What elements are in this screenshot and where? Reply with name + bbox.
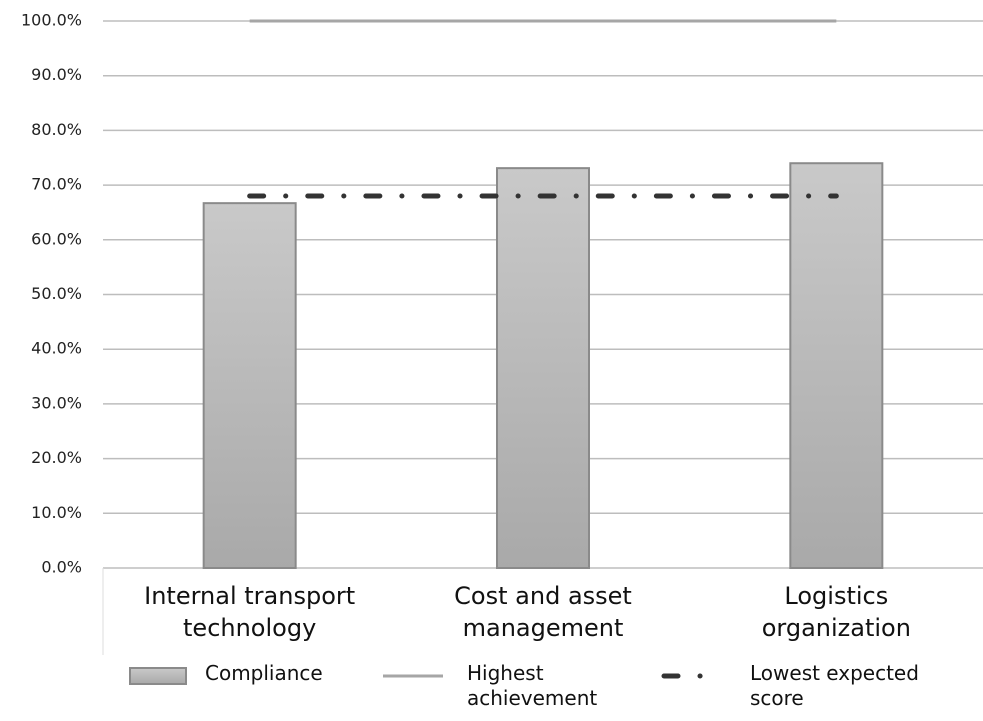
- legend-label: Lowest expected score: [750, 661, 919, 710]
- y-tick-label: 50.0%: [31, 284, 82, 303]
- legend-label: Compliance: [205, 661, 323, 685]
- y-tick-label: 20.0%: [31, 448, 82, 467]
- y-tick-label: 70.0%: [31, 175, 82, 194]
- bar: [496, 167, 590, 569]
- y-tick-label: 60.0%: [31, 229, 82, 248]
- legend-label: Highest achievement: [467, 661, 598, 710]
- x-tick-label: Internal transport technology: [144, 582, 356, 642]
- bar: [202, 202, 297, 569]
- bar: [789, 162, 884, 569]
- y-tick-label: 10.0%: [31, 503, 82, 522]
- x-tick-label: Cost and asset management: [454, 582, 632, 642]
- y-tick-label: 100.0%: [21, 11, 82, 30]
- y-tick-label: 90.0%: [31, 65, 82, 84]
- y-tick-label: 40.0%: [31, 339, 82, 358]
- y-tick-label: 0.0%: [41, 558, 82, 577]
- x-tick-label: Logistics organization: [761, 582, 911, 642]
- y-tick-label: 80.0%: [31, 120, 82, 139]
- y-tick-label: 30.0%: [31, 393, 82, 412]
- legend-swatch: [129, 667, 187, 685]
